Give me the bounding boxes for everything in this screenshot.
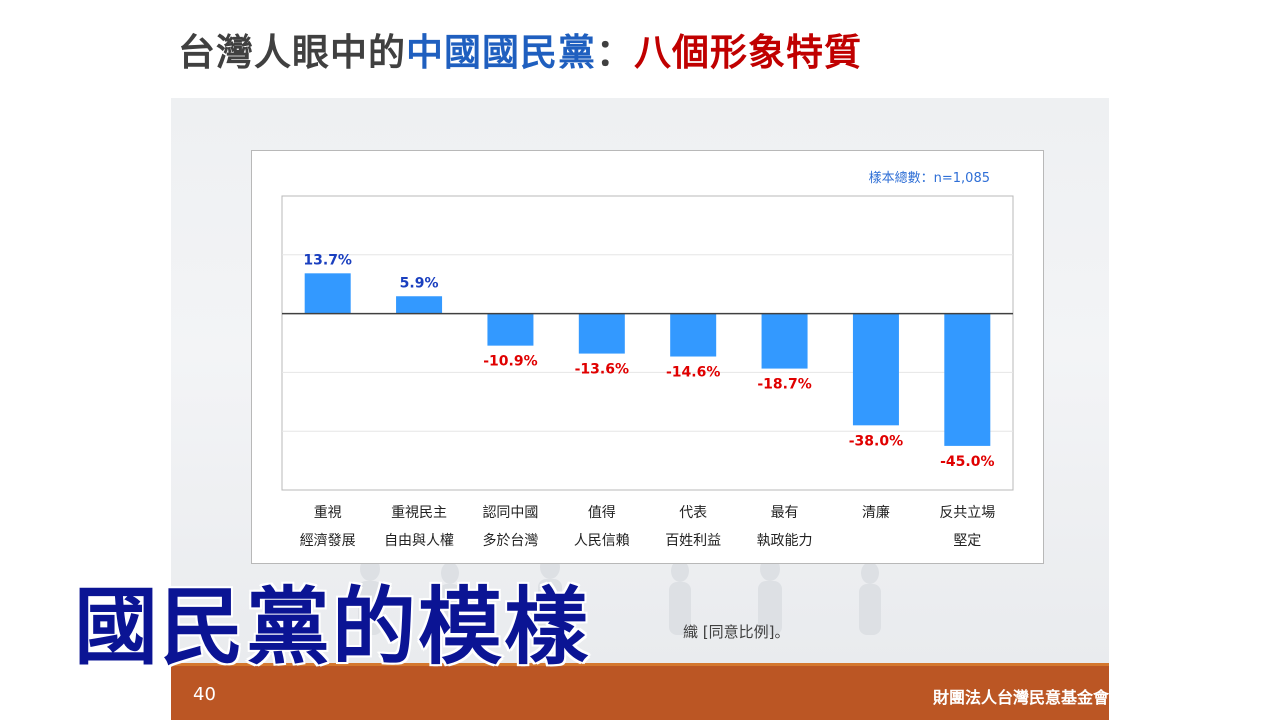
- title-part-1: 台灣人眼中的: [178, 31, 406, 74]
- category-label-2-line-1: 重視民主: [391, 505, 447, 521]
- category-label-4-line-2: 人民信賴: [574, 533, 630, 549]
- category-label-4-line-1: 值得: [588, 504, 616, 521]
- footer-bar: 40 財團法人台灣民意基金會: [171, 663, 1109, 720]
- category-label-3-line-1: 認同中國: [482, 505, 538, 521]
- slide-title: 台灣人眼中的中國國民黨：八個形象特質: [178, 22, 862, 76]
- bar-1: [304, 273, 351, 314]
- bar-3: [487, 313, 534, 346]
- category-label-1-line-1: 重視: [314, 505, 342, 521]
- data-label-3: -10.9%: [483, 354, 537, 370]
- category-label-3-line-2: 多於台灣: [482, 532, 538, 549]
- category-label-1-line-2: 經濟發展: [300, 533, 356, 549]
- overlay-caption: 國民黨的模樣: [72, 577, 591, 678]
- data-label-4: -13.6%: [575, 362, 629, 378]
- crowd-silhouette-decoration: [358, 555, 881, 635]
- footnote-1-marker: ※: [258, 587, 271, 605]
- bar-8: [944, 313, 991, 446]
- category-label-2-line-2: 自由與人權: [384, 533, 454, 549]
- category-label-6-line-1: 最有: [771, 505, 799, 521]
- data-label-1: 13.7%: [303, 252, 352, 268]
- footnote-line-2: ※ 織 [同意比例]。: [258, 621, 789, 641]
- data-label-8: -45.0%: [940, 454, 994, 470]
- organization-name: 財團法人台灣民意基金會: [932, 688, 1109, 707]
- data-label-5: -14.6%: [666, 365, 720, 381]
- sample-size-note: 樣本總數：n=1,085: [869, 170, 990, 186]
- footnote-2-tail: 織 [同意比例]。: [683, 623, 790, 641]
- footnote-line-1: ※: [258, 587, 271, 605]
- category-label-8-line-1: 反共立場: [939, 505, 995, 521]
- title-part-traits: 八個形象特質: [634, 31, 862, 74]
- category-label-5-line-1: 代表: [679, 505, 707, 521]
- bar-4: [578, 313, 625, 354]
- page-number: 40: [193, 684, 216, 705]
- category-label-8-line-2: 堅定: [953, 533, 981, 549]
- bar-6: [761, 313, 808, 369]
- bar-5: [670, 313, 717, 357]
- title-part-party: 中國國民黨: [406, 31, 596, 74]
- footnote-2-marker: ※: [258, 621, 271, 639]
- chart-frame: [251, 150, 1044, 564]
- data-label-6: -18.7%: [757, 377, 811, 393]
- title-part-colon: ：: [596, 31, 634, 74]
- data-label-2: 5.9%: [400, 275, 439, 291]
- bar-2: [396, 296, 443, 314]
- category-label-5-line-2: 百姓利益: [665, 533, 721, 549]
- plot-area-border: [281, 195, 1014, 491]
- data-label-7: -38.0%: [849, 433, 903, 449]
- category-label-7-line-1: 清廉: [862, 504, 890, 521]
- category-label-6-line-2: 執政能力: [757, 533, 813, 549]
- bar-7: [852, 313, 899, 426]
